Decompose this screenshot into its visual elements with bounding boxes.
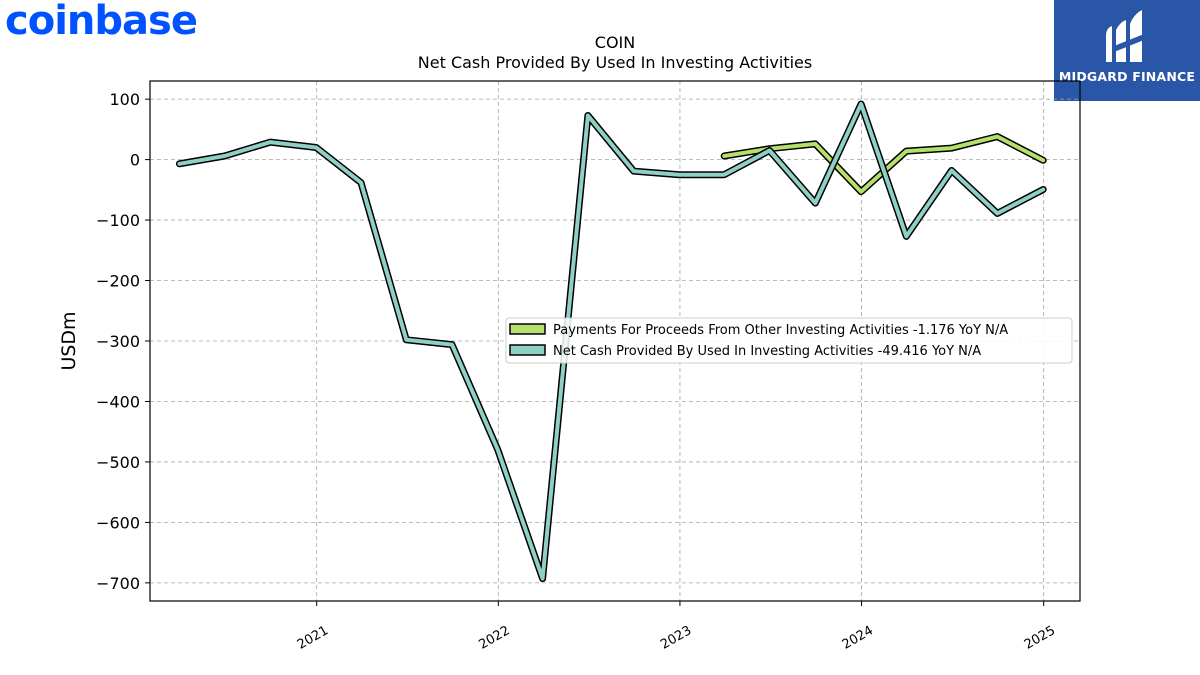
- coinbase-logo: coinbase: [5, 0, 198, 44]
- y-tick-label: −400: [96, 392, 140, 411]
- x-tick-label: 2024: [840, 623, 876, 653]
- y-tick-label: −300: [96, 332, 140, 351]
- legend-label-1: Payments For Proceeds From Other Investi…: [553, 323, 1008, 338]
- legend-box: [505, 317, 1073, 364]
- y-tick-label: −100: [96, 211, 140, 230]
- series-line-2: [177, 102, 1046, 581]
- x-axis-ticks: 2021 2022 2023 2024 2025: [295, 601, 1058, 653]
- midgard-logo-icon: [1106, 10, 1144, 62]
- legend-label-2: Net Cash Provided By Used In Investing A…: [553, 344, 981, 359]
- x-tick-label: 2021: [295, 623, 331, 653]
- series-lines: [175, 100, 1047, 583]
- legend-swatch-2: [509, 344, 546, 356]
- y-axis-label: USDm: [58, 311, 80, 370]
- x-tick-label: 2025: [1022, 623, 1058, 653]
- y-tick-label: 100: [109, 90, 140, 109]
- legend: Payments For Proceeds From Other Investi…: [505, 317, 1073, 364]
- midgard-finance-badge: MIDGARD FINANCE: [1054, 0, 1200, 101]
- y-axis-ticks: 100 0 −100 −200 −300 −400 −500 −600 −700: [96, 90, 150, 593]
- x-tick-label: 2022: [476, 623, 512, 653]
- chart-subtitle: Net Cash Provided By Used In Investing A…: [418, 53, 812, 72]
- legend-swatch-1: [509, 323, 546, 335]
- y-tick-label: −700: [96, 574, 140, 593]
- badge-text: MIDGARD FINANCE: [1058, 69, 1196, 84]
- y-tick-label: −200: [96, 272, 140, 291]
- x-tick-label: 2023: [658, 623, 694, 653]
- y-tick-label: −600: [96, 513, 140, 532]
- y-tick-label: −500: [96, 453, 140, 472]
- y-tick-label: 0: [130, 151, 140, 170]
- chart-title: COIN: [595, 33, 635, 52]
